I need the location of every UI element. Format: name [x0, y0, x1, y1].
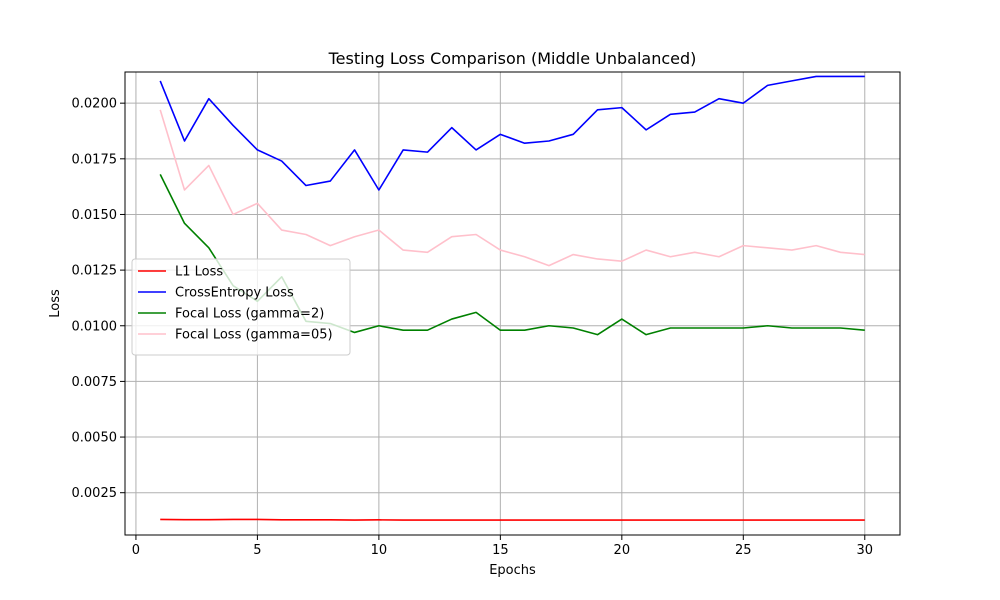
y-axis-label: Loss	[48, 289, 63, 318]
x-axis: 0 5 10 15 20 25 30	[132, 535, 873, 558]
y-tick-label: 0.0200	[72, 97, 118, 112]
x-tick-label: 30	[856, 543, 873, 558]
legend-box	[131, 258, 351, 356]
x-axis-label: Epochs	[489, 563, 536, 578]
legend: L1 Loss CrossEntropy Loss Focal Loss (gamm…	[131, 258, 351, 356]
x-tick-label: 10	[371, 543, 388, 558]
y-tick-label: 0.0150	[72, 208, 118, 223]
legend-label: Focal Loss (gamma=2)	[175, 307, 324, 322]
x-tick-label: 5	[253, 543, 261, 558]
y-tick-label: 0.0050	[72, 431, 118, 446]
x-tick-label: 0	[132, 543, 140, 558]
series-line-0	[160, 518, 865, 521]
legend-label: L1 Loss	[175, 265, 223, 280]
y-tick-label: 0.0075	[72, 375, 118, 390]
y-tick-label: 0.0100	[72, 319, 118, 334]
series-line-3	[159, 109, 865, 267]
y-tick-label: 0.0125	[72, 264, 118, 279]
plot-frame	[124, 71, 901, 536]
x-tick-label: 25	[735, 543, 752, 558]
series-line-1	[159, 75, 865, 191]
y-tick-label: 0.0175	[72, 152, 118, 167]
legend-label: Focal Loss (gamma=05)	[175, 328, 333, 343]
y-axis: 0.0025 0.0050 0.0075 0.0100 0.0125 0.0150 0.01…	[72, 97, 125, 501]
x-tick-label: 15	[492, 543, 509, 558]
y-tick-label: 0.0025	[72, 486, 118, 501]
x-tick-label: 20	[614, 543, 631, 558]
chart-title: Testing Loss Comparison (Middle Unbalanc…	[328, 49, 697, 68]
legend-label: CrossEntropy Loss	[175, 286, 294, 301]
